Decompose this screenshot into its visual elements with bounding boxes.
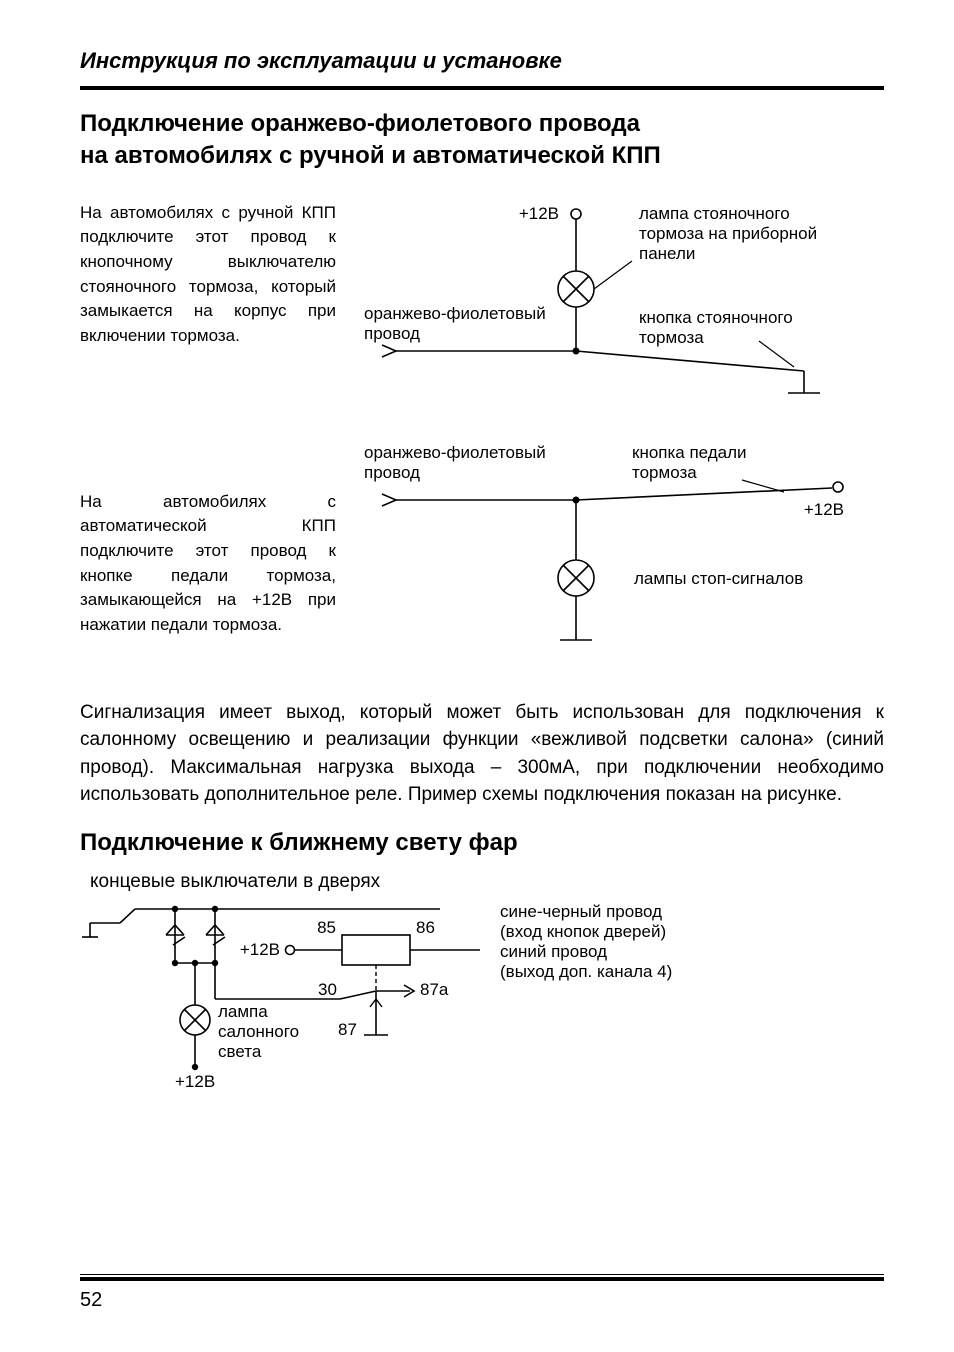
- d3-lamp-l3: света: [218, 1042, 262, 1061]
- d2-wire-l2: провод: [364, 463, 420, 482]
- d2-switch-diag: [576, 488, 832, 500]
- d3-p86: 86: [416, 918, 435, 937]
- d1-lamp-l3: панели: [639, 244, 695, 263]
- d3-v12b: +12В: [175, 1072, 215, 1091]
- running-head: Инструкция по эксплуатации и установке: [80, 48, 884, 80]
- para-courtesy: Сигнализация имеет выход, который может …: [80, 699, 884, 809]
- para-manual: На автомобилях с ручной КПП подключите э…: [80, 201, 336, 349]
- d2-v12-node: [833, 482, 843, 492]
- diagram3: лампа салонного света +12В сине-черный п…: [80, 895, 884, 1120]
- d2-v12: +12В: [804, 500, 844, 519]
- section1-title-line1: Подключение оранжево-фиолетового провода: [80, 110, 640, 137]
- section1-title: Подключение оранжево-фиолетового провода…: [80, 108, 884, 173]
- section1-title-line2: на автомобилях с ручной и автоматической…: [80, 142, 661, 169]
- d3-p85: 85: [317, 918, 336, 937]
- d3-p87a: 87а: [420, 980, 449, 999]
- d1-btn-l1: кнопка стояночного: [639, 308, 793, 327]
- d1-arrowhead: [382, 345, 396, 357]
- d1-lamp-l1: лампа стояночного: [639, 204, 790, 223]
- d3-relay-coil: [342, 935, 410, 965]
- d1-wire-l2: провод: [364, 324, 420, 343]
- para-auto: На автомобилях с автоматической КПП подк…: [80, 490, 336, 638]
- diagram1: +12В лампа стояночного тормоза на прибор…: [364, 201, 884, 416]
- d3-lamp-l1: лампа: [218, 1002, 268, 1021]
- d2-pedal-l1: кнопка педали: [632, 443, 747, 462]
- d1-btn-l2: тормоза: [639, 328, 704, 347]
- d2-wire-l1: оранжево-фиолетовый: [364, 443, 546, 462]
- d2-lamps: лампы стоп-сигналов: [634, 569, 803, 588]
- d1-wire-l1: оранжево-фиолетовый: [364, 304, 546, 323]
- rule-bottom-thick: [80, 1277, 884, 1281]
- diagram3-caption: концевые выключатели в дверях: [90, 871, 884, 893]
- page: Инструкция по эксплуатации и установке П…: [0, 0, 954, 1352]
- section2-title: Подключение к ближнему свету фар: [80, 827, 884, 859]
- d1-switch-diag: [576, 351, 804, 371]
- d2-arrowhead: [382, 494, 396, 506]
- d2-pedal-l2: тормоза: [632, 463, 697, 482]
- d3-blue-l1: синий провод: [500, 942, 607, 961]
- rule-bottom-thin: [80, 1274, 884, 1275]
- page-number: 52: [80, 1289, 884, 1312]
- d3-bb-l2: (вход кнопок дверей): [500, 922, 666, 941]
- row-auto: На автомобилях с автоматической КПП подк…: [80, 440, 884, 675]
- d3-p87: 87: [338, 1020, 357, 1039]
- d3-v12a: +12В: [240, 940, 280, 959]
- d3-bb-l1: сине-черный провод: [500, 902, 662, 921]
- diagram2: оранжево-фиолетовый провод кнопка педали…: [364, 440, 884, 675]
- d3-lamp-l2: салонного: [218, 1022, 299, 1041]
- d3-p30: 30: [318, 980, 337, 999]
- d1-v12-label: +12В: [519, 204, 559, 223]
- d1-lamp-leader: [594, 261, 632, 289]
- d3-blue-l2: (выход доп. канала 4): [500, 962, 672, 981]
- d1-btn-leader: [759, 341, 794, 367]
- rule-top: [80, 86, 884, 90]
- d1-v12-node: [571, 209, 581, 219]
- d1-lamp-l2: тормоза на приборной: [639, 224, 817, 243]
- row-manual: На автомобилях с ручной КПП подключите э…: [80, 201, 884, 416]
- footer: 52: [80, 1274, 884, 1312]
- d2-pedal-leader: [742, 480, 784, 492]
